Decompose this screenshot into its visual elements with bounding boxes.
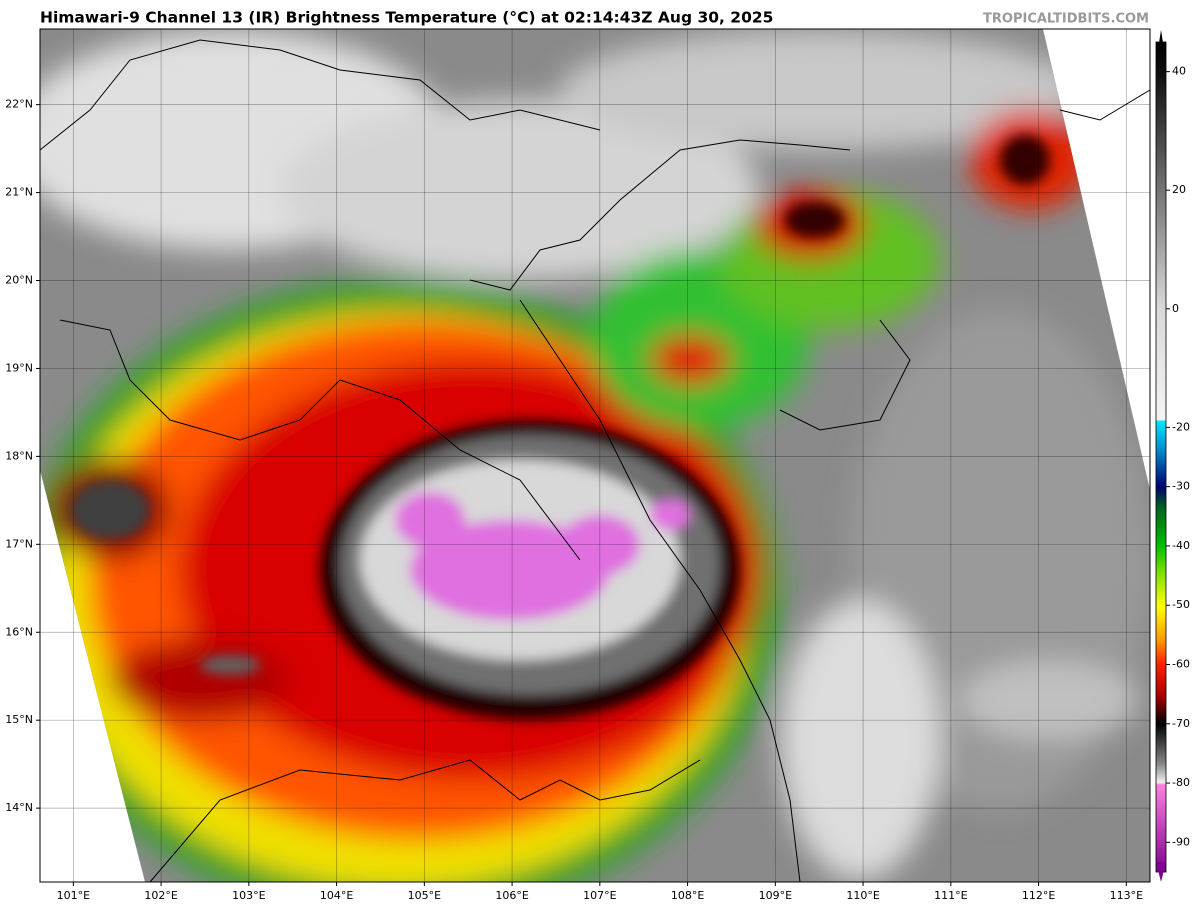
colorbar-tick-label: -70 bbox=[1172, 717, 1190, 730]
colorbar-bottom-arrow bbox=[1156, 862, 1166, 882]
lon-label: 107°E bbox=[583, 889, 616, 902]
lat-label: 16°N bbox=[5, 625, 33, 638]
coastlines-borders bbox=[39, 39, 1151, 883]
lat-label: 15°N bbox=[5, 713, 33, 726]
colorbar-tick-label: -80 bbox=[1172, 776, 1190, 789]
lon-label: 112°E bbox=[1022, 889, 1055, 902]
lat-label: 17°N bbox=[5, 537, 33, 550]
lon-label: 104°E bbox=[320, 889, 353, 902]
lon-label: 106°E bbox=[495, 889, 528, 902]
colorbar-tick-label: -50 bbox=[1172, 598, 1190, 611]
lon-label: 113°E bbox=[1110, 889, 1143, 902]
colorbar-ticks: 40 20 0 -20 -30 -40 -50 -60 -70 -80 -90 bbox=[1166, 65, 1190, 848]
lat-label: 14°N bbox=[5, 801, 33, 814]
lon-label: 108°E bbox=[671, 889, 704, 902]
colorbar-tick-label: 40 bbox=[1172, 65, 1186, 78]
colorbar-tick-label: 0 bbox=[1172, 302, 1179, 315]
lon-label: 105°E bbox=[408, 889, 441, 902]
colorbar bbox=[1155, 41, 1167, 873]
colorbar-tick-label: -20 bbox=[1172, 420, 1190, 433]
lon-label: 109°E bbox=[759, 889, 792, 902]
lon-label: 101°E bbox=[57, 889, 90, 902]
lat-label: 22°N bbox=[5, 98, 33, 111]
credit: TROPICALTIDBITS.COM bbox=[983, 12, 1149, 27]
colorbar-tick-label: -90 bbox=[1172, 835, 1190, 848]
map-frame bbox=[39, 28, 1151, 883]
lon-label: 103°E bbox=[232, 889, 265, 902]
lat-label: 21°N bbox=[5, 186, 33, 199]
colorbar-tick-label: -30 bbox=[1172, 480, 1190, 493]
lon-label: 102°E bbox=[144, 889, 177, 902]
lon-label: 110°E bbox=[846, 889, 879, 902]
lat-label: 18°N bbox=[5, 449, 33, 462]
satellite-imagery bbox=[40, 29, 1150, 882]
colorbar-tick-label: 20 bbox=[1172, 183, 1186, 196]
colorbar-tick-label: -40 bbox=[1172, 539, 1190, 552]
lon-label: 111°E bbox=[934, 889, 967, 902]
colorbar-tick-label: -60 bbox=[1172, 658, 1190, 671]
title: Himawari-9 Channel 13 (IR) Brightness Te… bbox=[40, 9, 773, 27]
graticule bbox=[36, 29, 1150, 886]
lat-label: 19°N bbox=[5, 361, 33, 374]
lat-label: 20°N bbox=[5, 274, 33, 287]
